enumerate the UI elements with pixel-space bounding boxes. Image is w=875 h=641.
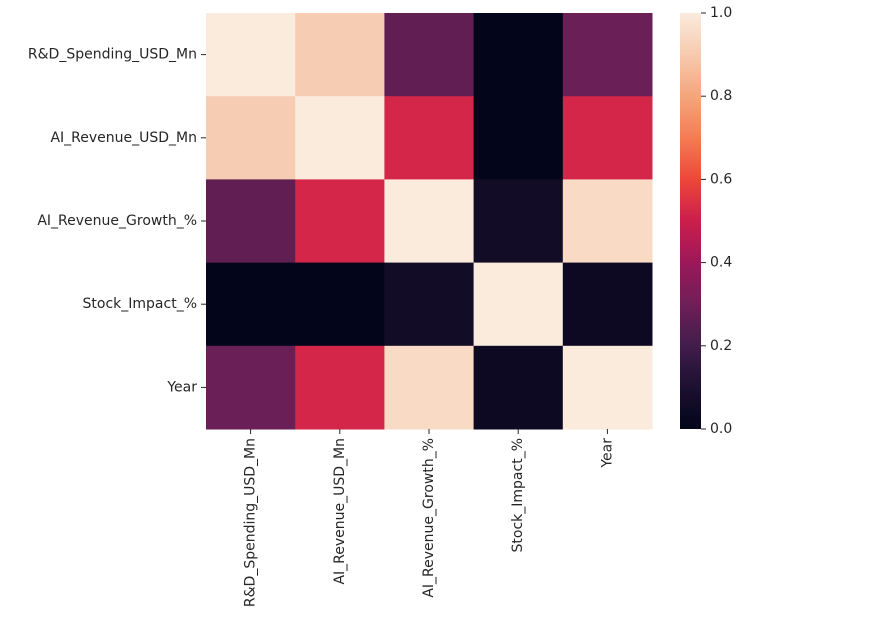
row-label: Year xyxy=(166,379,197,395)
column-label: Stock_Impact_% xyxy=(510,438,526,552)
heatmap-cell xyxy=(562,179,653,264)
heatmap-cell xyxy=(295,262,385,347)
heatmap-cell xyxy=(562,96,653,180)
heatmap-cell xyxy=(473,179,564,264)
heatmap-cell xyxy=(473,13,564,97)
heatmap-cell xyxy=(473,262,564,347)
colorbar xyxy=(680,13,701,429)
heatmap-cell xyxy=(206,262,296,347)
colorbar-tick-label: 0.0 xyxy=(710,421,732,437)
heatmap-cell xyxy=(295,179,385,264)
heatmap-cell xyxy=(295,345,385,430)
row-label: Stock_Impact_% xyxy=(83,296,197,312)
colorbar-tick-label: 1.0 xyxy=(710,5,732,21)
heatmap-cell xyxy=(295,96,385,180)
heatmap-cell xyxy=(473,345,564,430)
heatmap-cell xyxy=(384,179,475,264)
heatmap-cell xyxy=(384,345,475,430)
column-label: AI_Revenue_USD_Mn xyxy=(332,438,348,585)
row-label: R&D_Spending_USD_Mn xyxy=(28,47,197,63)
heatmap-cell xyxy=(562,13,653,97)
column-label: AI_Revenue_Growth_% xyxy=(421,438,437,598)
heatmap-cell xyxy=(295,13,385,97)
heatmap-cell xyxy=(206,345,296,430)
colorbar-tick-label: 0.4 xyxy=(710,255,732,271)
row-label: AI_Revenue_Growth_% xyxy=(37,213,197,229)
heatmap-cell xyxy=(562,345,653,430)
heatmap-cell xyxy=(384,96,475,180)
colorbar-ticks: 0.0 0.2 0.4 0.6 0.8 1.0 xyxy=(701,5,732,437)
heatmap-cell xyxy=(384,13,475,97)
heatmap-cell xyxy=(562,262,653,347)
column-label: Year xyxy=(599,438,615,469)
heatmap-cell xyxy=(206,13,296,97)
row-labels: R&D_Spending_USD_Mn AI_Revenue_USD_Mn AI_R… xyxy=(28,47,206,395)
column-label: R&D_Spending_USD_Mn xyxy=(243,438,259,607)
heatmap-cell xyxy=(384,262,475,347)
colorbar-tick-label: 0.6 xyxy=(710,171,732,187)
colorbar-tick-label: 0.2 xyxy=(710,338,732,354)
heatmap-cells xyxy=(206,13,653,430)
colorbar-tick-label: 0.8 xyxy=(710,88,732,104)
heatmap-cell xyxy=(473,96,564,180)
row-label: AI_Revenue_USD_Mn xyxy=(50,130,197,146)
heatmap-cell xyxy=(206,179,296,264)
heatmap-cell xyxy=(206,96,296,180)
column-labels: R&D_Spending_USD_Mn AI_Revenue_USD_Mn AI_R… xyxy=(243,429,615,607)
